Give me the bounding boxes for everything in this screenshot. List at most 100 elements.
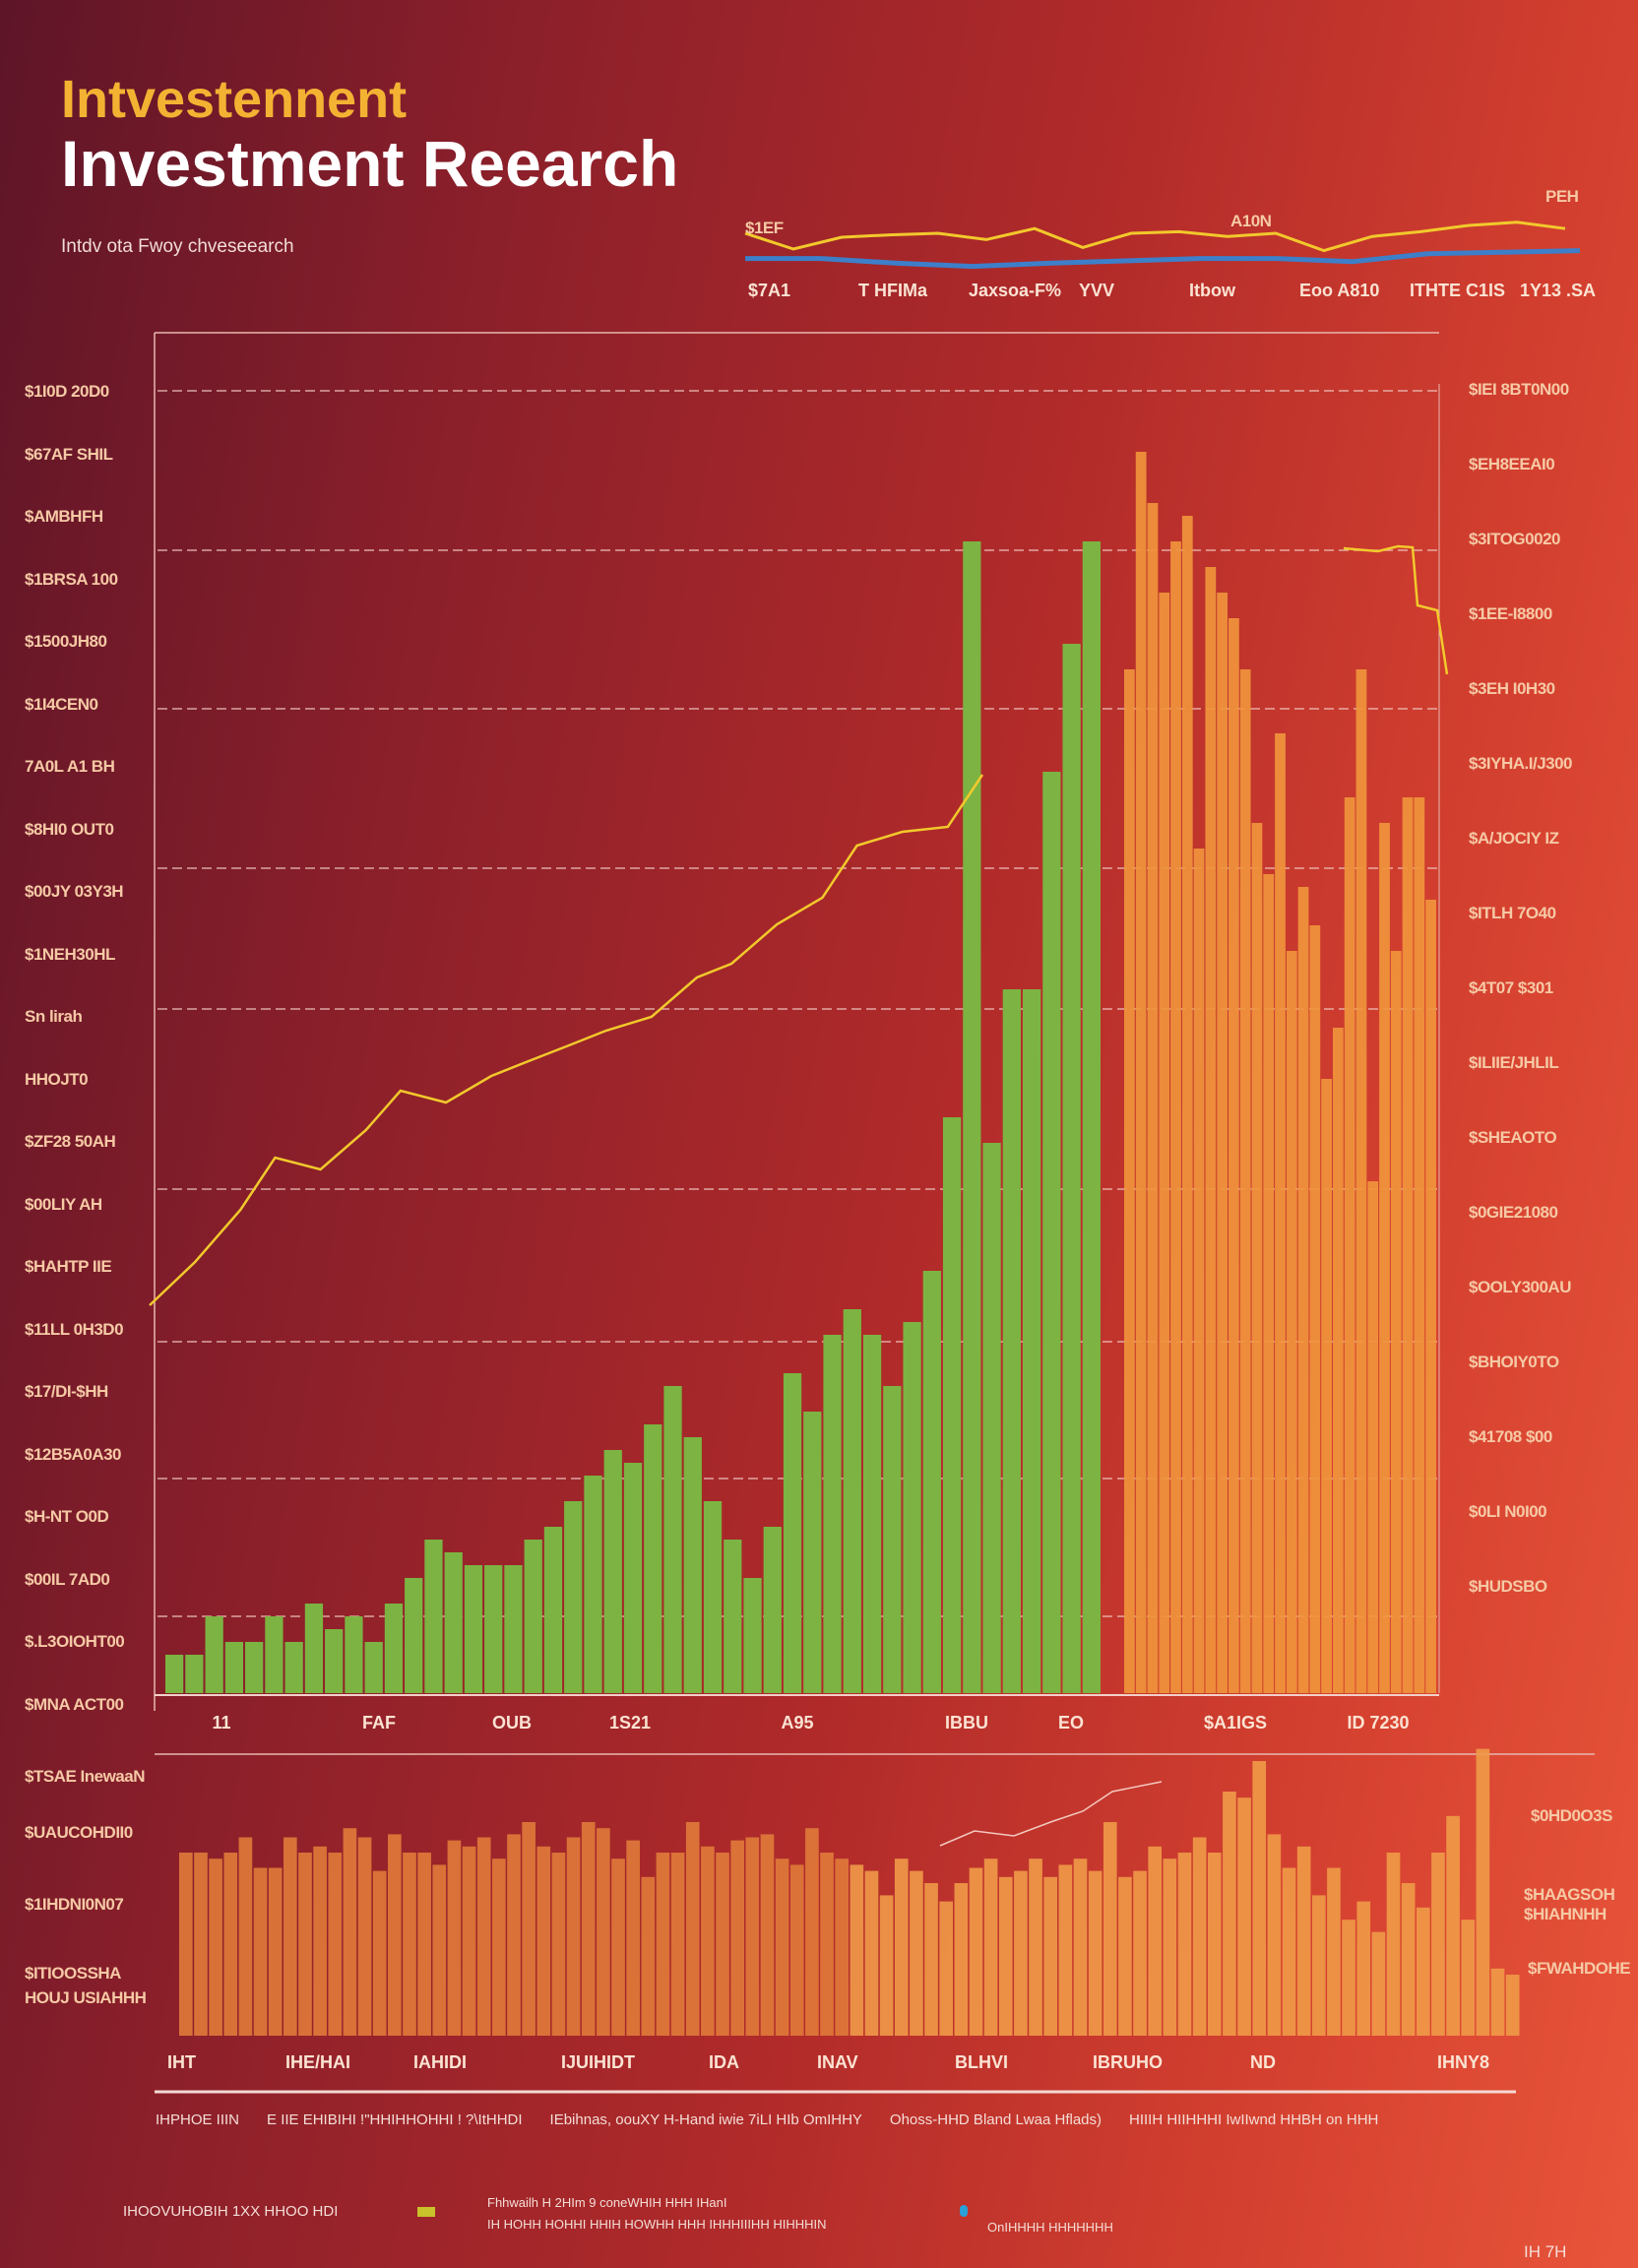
bottom-y-label-left: $1IHDNI0N07 bbox=[25, 1895, 124, 1914]
bar-bottom bbox=[1252, 1761, 1267, 2036]
bar-bottom bbox=[626, 1840, 640, 2036]
bar-orange bbox=[1239, 669, 1251, 1693]
bar-bottom bbox=[1416, 1907, 1430, 2036]
bar-green bbox=[464, 1565, 483, 1693]
bar-orange bbox=[1181, 516, 1193, 1693]
y-axis-label-left: 7A0L A1 BH bbox=[25, 757, 115, 776]
bottom-y-label-right: $FWAHDOHE bbox=[1528, 1959, 1631, 1978]
bar-bottom bbox=[223, 1853, 238, 2036]
bar-bottom bbox=[775, 1858, 789, 2036]
legend-label: Fhhwailh H 2HIm 9 coneWHIH HHH IHanI bbox=[487, 2195, 727, 2210]
bar-green bbox=[345, 1616, 363, 1693]
bar-bottom bbox=[432, 1864, 447, 2036]
bar-orange bbox=[1263, 874, 1275, 1693]
bar-green bbox=[304, 1604, 324, 1693]
bar-orange bbox=[1217, 593, 1228, 1693]
bar-orange bbox=[1228, 618, 1239, 1693]
y-axis-label-left: $8HI0 OUT0 bbox=[25, 819, 114, 839]
bar-bottom bbox=[864, 1870, 879, 2036]
bar-green bbox=[584, 1476, 602, 1693]
bar-bottom bbox=[998, 1876, 1013, 2036]
bar-bottom bbox=[1118, 1876, 1132, 2036]
bar-green bbox=[623, 1463, 643, 1693]
y-axis-label-right: $OOLY300AU bbox=[1469, 1278, 1571, 1296]
mini-x-label: YVV bbox=[1079, 281, 1115, 300]
bar-orange bbox=[1333, 1028, 1344, 1693]
y-axis-label-right: $0LI N0I00 bbox=[1469, 1502, 1547, 1521]
x-axis-label: FAF bbox=[362, 1713, 396, 1732]
bar-bottom bbox=[939, 1901, 954, 2036]
bar-bottom bbox=[1431, 1853, 1445, 2036]
main-trend-line bbox=[149, 774, 984, 1306]
bar-orange bbox=[1251, 823, 1263, 1693]
bottom-x-label: IHE/HAI bbox=[285, 2052, 351, 2072]
y-axis-label-left: $1NEH30HL bbox=[25, 944, 115, 964]
bar-green bbox=[524, 1540, 542, 1693]
bar-green bbox=[803, 1412, 822, 1693]
bar-green bbox=[405, 1578, 423, 1693]
footer-note: Ohoss-HHD Bland Lwaa Hflads) bbox=[889, 2111, 1102, 2128]
bar-bottom bbox=[1207, 1853, 1222, 2036]
y-axis-label-left: HHOJT0 bbox=[25, 1069, 89, 1089]
legend-lead: IHOOVUHOBIH 1XX HHOO HDI bbox=[123, 2203, 339, 2220]
mini-blue-line bbox=[745, 248, 1581, 270]
footer-note: IHPHOE IIIN bbox=[156, 2111, 240, 2128]
x-axis-label: $A1IGS bbox=[1203, 1713, 1268, 1732]
footer-notes: IHPHOE IIIN E IIE EHIBIHI !"HHIHHOHHI ! … bbox=[156, 2111, 1534, 2128]
y-axis-label-left: Sn lirah bbox=[25, 1007, 83, 1026]
bar-bottom bbox=[894, 1858, 909, 2036]
legend-label: IH HOHH HOHHI HHIH HOWHH HHH IHHHIIIHH H… bbox=[487, 2217, 827, 2232]
bar-green bbox=[663, 1386, 682, 1693]
y-axis-label-left: $17/DI-$HH bbox=[25, 1382, 108, 1401]
bar-green bbox=[444, 1552, 463, 1693]
bar-green bbox=[903, 1322, 921, 1693]
bottom-x-label: IHNY8 bbox=[1437, 2052, 1490, 2072]
bottom-y-label-right: $0HD0O3S bbox=[1531, 1806, 1612, 1825]
bar-bottom bbox=[850, 1864, 864, 2036]
y-axis-label-left: $12B5A0A30 bbox=[25, 1444, 122, 1464]
bar-green bbox=[1042, 772, 1061, 1693]
bar-bottom bbox=[1327, 1867, 1341, 2036]
y-axis-label-left: $AMBHFH bbox=[25, 507, 103, 526]
bar-bottom bbox=[1490, 1968, 1505, 2036]
bar-green bbox=[1062, 644, 1081, 1693]
bar-bottom bbox=[1461, 1920, 1476, 2036]
bar-green bbox=[644, 1424, 662, 1693]
bar-orange bbox=[1390, 951, 1402, 1693]
bar-bottom bbox=[685, 1822, 700, 2036]
footer-note: E IIE EHIBIHI !"HHIHHOHHI ! ?\ItHHDI bbox=[267, 2111, 523, 2128]
bottom-x-label: BLHVI bbox=[955, 2052, 1008, 2072]
y-axis-label-left: $1I4CEN0 bbox=[25, 694, 98, 714]
bottom-y-label-left: HOUJ USIAHHH bbox=[25, 1988, 147, 2007]
page-title: Investment Reearch bbox=[61, 127, 679, 200]
legend-swatch-yellow bbox=[417, 2207, 435, 2217]
bar-bottom bbox=[924, 1883, 938, 2036]
bar-green bbox=[564, 1501, 583, 1693]
bar-bottom bbox=[253, 1867, 268, 2036]
bar-green bbox=[843, 1309, 861, 1693]
bar-bottom bbox=[1311, 1895, 1326, 2036]
bottom-y-label-left: $ITIOOSSHA bbox=[25, 1964, 121, 1983]
bar-orange bbox=[1135, 452, 1147, 1693]
bar-bottom bbox=[1148, 1846, 1163, 2036]
bar-green bbox=[185, 1655, 204, 1693]
bar-bottom bbox=[1446, 1815, 1460, 2036]
bar-orange bbox=[1205, 567, 1217, 1693]
bar-bottom bbox=[1177, 1853, 1192, 2036]
x-axis-label: IBBU bbox=[945, 1713, 988, 1732]
bar-orange bbox=[1402, 797, 1414, 1693]
y-axis-label-left: $MNA ACT00 bbox=[25, 1694, 124, 1714]
y-axis-label-left: $H-NT O0D bbox=[25, 1507, 109, 1526]
bar-orange bbox=[1414, 797, 1425, 1693]
bar-bottom bbox=[910, 1870, 923, 2036]
bar-bottom bbox=[760, 1834, 775, 2036]
bar-bottom bbox=[372, 1870, 387, 2036]
mini-x-label: Itbow bbox=[1189, 281, 1235, 300]
footer-note: HIIIH HIIHHHI IwIIwnd HHBH on HHH bbox=[1129, 2111, 1379, 2128]
x-axis-label: 11 bbox=[212, 1713, 231, 1732]
bar-green bbox=[823, 1335, 842, 1693]
bar-green bbox=[743, 1578, 762, 1693]
bar-orange bbox=[1425, 900, 1436, 1693]
bar-bottom bbox=[611, 1858, 625, 2036]
